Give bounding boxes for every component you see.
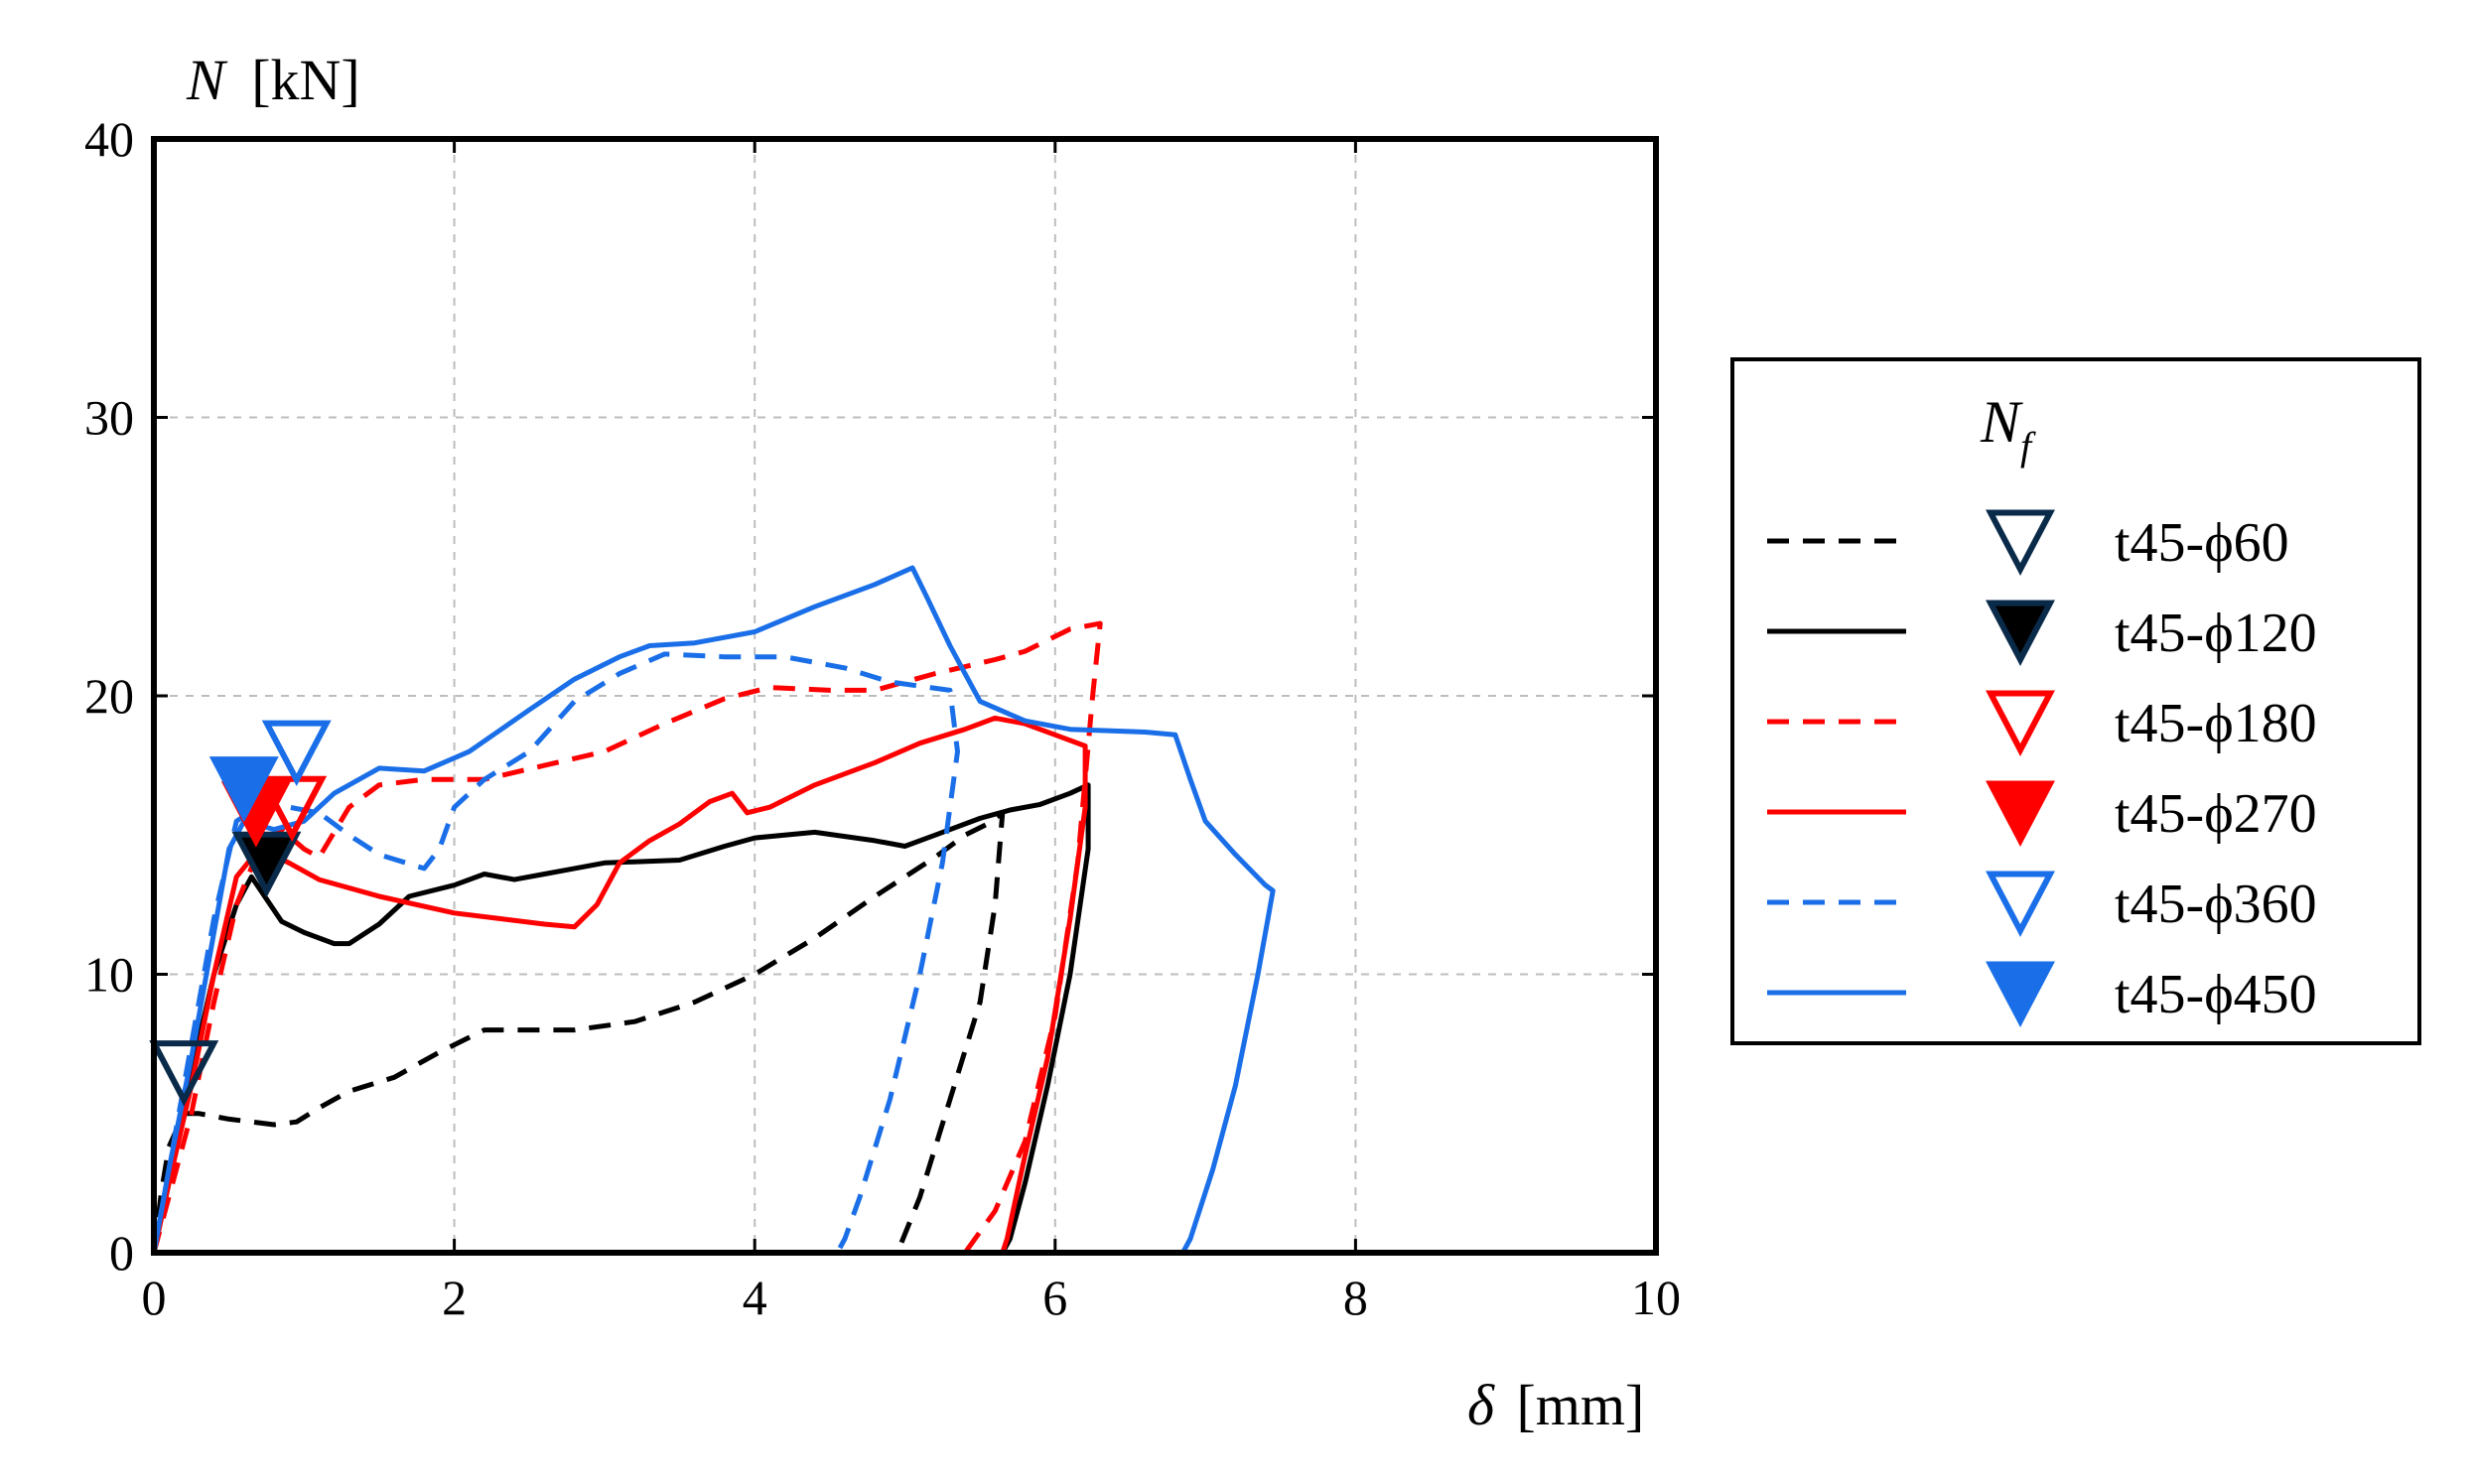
legend-entry-3: t45-ϕ180 (1767, 690, 2317, 756)
nf-marker-6 (208, 756, 279, 823)
legend-marker-sample (1986, 509, 2055, 576)
legend-marker-sample (1986, 961, 2055, 1027)
series-line-1 (151, 810, 1006, 1254)
x-tick-label: 6 (1042, 1270, 1067, 1325)
y-tick-label: 0 (109, 1225, 134, 1281)
y-tick-label: 20 (84, 668, 134, 724)
y-tick-label: 10 (84, 947, 134, 1003)
x-axis-title: δ [mm] (1467, 1373, 1644, 1437)
y-tick-label: 30 (84, 390, 134, 446)
legend-entry-6: t45-ϕ450 (1767, 961, 2317, 1027)
y-axis-symbol: N (186, 48, 228, 112)
x-tick-label: 8 (1343, 1270, 1368, 1325)
legend-title-symbol: N (1980, 389, 2023, 455)
x-tick-label: 4 (743, 1270, 767, 1325)
legend-marker-sample (1986, 690, 2055, 756)
legend-label: t45-ϕ120 (2115, 603, 2317, 664)
x-axis-unit: [mm] (1516, 1373, 1644, 1437)
series-lines (151, 565, 1276, 1255)
legend-marker-sample (1986, 600, 2055, 666)
nf-marker-2 (231, 831, 302, 898)
y-axis-title: N [kN] (186, 48, 360, 112)
legend-label: t45-ϕ180 (2115, 693, 2317, 754)
legend-entries: t45-ϕ60 t45-ϕ120 t45-ϕ180 t45-ϕ270 t45-ϕ360 t… (1767, 509, 2317, 1027)
legend-entry-4: t45-ϕ270 (1767, 780, 2317, 847)
x-tick-label: 0 (142, 1270, 167, 1325)
ticks: 0 2 4 6 8 10 0 10 20 30 40 (84, 111, 1681, 1325)
legend-label: t45-ϕ270 (2115, 783, 2317, 845)
legend-entry-1: t45-ϕ60 (1767, 509, 2289, 576)
x-axis-symbol: δ (1467, 1373, 1495, 1437)
series-line-6 (151, 565, 1276, 1255)
series-line-2 (151, 782, 1091, 1255)
legend: Nf t45-ϕ60t45-ϕ120t45-ϕ180t45-ϕ270t45-ϕ3… (1730, 357, 2421, 1045)
nf-marker-1 (149, 1040, 219, 1107)
legend-marker-sample (1986, 871, 2055, 937)
legend-label: t45-ϕ360 (2115, 874, 2317, 935)
x-tick-label: 10 (1631, 1270, 1681, 1325)
nf-marker-5 (261, 720, 332, 787)
legend-label: t45-ϕ60 (2115, 512, 2289, 574)
nf-markers (149, 720, 332, 1107)
legend-label: t45-ϕ450 (2115, 964, 2317, 1025)
legend-entry-5: t45-ϕ360 (1767, 871, 2317, 937)
y-axis-unit: [kN] (251, 48, 360, 112)
x-tick-label: 2 (442, 1270, 467, 1325)
legend-entry-2: t45-ϕ120 (1767, 600, 2317, 666)
y-tick-label: 40 (84, 111, 134, 167)
legend-marker-sample (1986, 780, 2055, 847)
grid (154, 139, 1656, 1253)
legend-box (1730, 357, 2421, 1045)
series-line-3 (151, 620, 1103, 1255)
